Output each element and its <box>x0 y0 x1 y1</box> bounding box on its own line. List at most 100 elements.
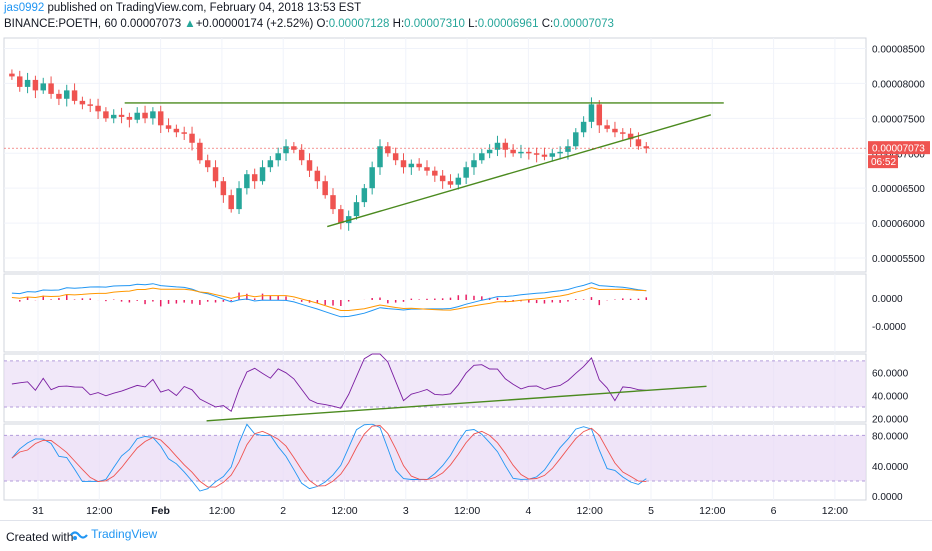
candle-body <box>518 151 524 154</box>
candle-body <box>447 181 454 185</box>
candle-body <box>134 112 140 120</box>
candle-body <box>173 128 180 133</box>
price-tick-label: 0.00008500 <box>872 44 925 55</box>
candle-body <box>338 209 344 224</box>
candle-body <box>573 132 579 147</box>
candle-body <box>110 114 117 119</box>
candle-body <box>236 188 242 210</box>
candle-body <box>298 149 305 161</box>
candle-body <box>345 216 352 224</box>
candle-body <box>95 105 101 112</box>
candle-body <box>322 181 328 196</box>
stoch-d-line <box>11 425 647 488</box>
candle-body <box>557 151 563 154</box>
candle-body <box>635 139 642 147</box>
candle-body <box>79 100 86 105</box>
created-with-text: Created with <box>6 530 74 544</box>
x-tick-label: 12:00 <box>454 505 480 517</box>
x-tick-label: 12:00 <box>331 505 357 517</box>
last-price: 0.00007073 <box>120 18 182 30</box>
candle-body <box>588 104 595 122</box>
macd-tick-label: -0.0000 <box>872 322 906 333</box>
candle-body <box>63 90 70 99</box>
close-label: C: <box>541 18 554 30</box>
macd-signal-line <box>11 287 647 311</box>
price-change: +0.00000174 (+2.52%) <box>195 18 314 30</box>
x-tick-label: Feb <box>151 505 170 517</box>
candle-body <box>424 167 430 171</box>
change-arrow-icon: ▲ <box>184 18 196 30</box>
chart-area[interactable]: 31 12:00 Feb 12:00 2 12:00 3 12:00 4 12:00 5 12:00 6… <box>0 34 932 520</box>
rsi-tick-label: 40.0000 <box>872 391 909 402</box>
candle-body <box>486 149 493 154</box>
candle-body <box>204 160 211 168</box>
candle-body <box>533 153 540 155</box>
open-value: 0.00007128 <box>328 18 390 30</box>
candle-body <box>416 163 422 168</box>
candle-body <box>455 177 462 185</box>
low-value: 0.00006961 <box>477 18 539 30</box>
candle-body <box>565 146 571 152</box>
candle-body <box>220 181 227 196</box>
candle-body <box>56 93 62 99</box>
candle-body <box>32 79 39 91</box>
candle-body <box>142 112 148 119</box>
low-label: L: <box>468 18 478 30</box>
candle-body <box>377 146 383 168</box>
x-tick-label: 12:00 <box>699 505 725 517</box>
author-link[interactable]: jas0992 <box>4 2 45 14</box>
price-tick-label: 0.00005500 <box>872 254 925 265</box>
candle-body <box>479 153 485 161</box>
high-value: 0.00007310 <box>404 18 465 30</box>
candle-body <box>24 79 31 87</box>
x-tick-label: 2 <box>280 505 286 517</box>
rsi-trendline <box>206 385 707 422</box>
published-text: published on TradingView.com, February 0… <box>44 2 362 14</box>
candle-body <box>103 111 109 119</box>
x-tick-label: 12:00 <box>209 505 235 517</box>
candle-body <box>157 111 164 126</box>
candle-body <box>189 133 195 143</box>
candle-body <box>251 174 258 182</box>
candle-body <box>580 121 587 133</box>
macd-tick-label: 0.0000 <box>872 294 903 305</box>
rsi-tick-label: 60.0000 <box>872 368 909 379</box>
rsi-tick-label: 20.0000 <box>872 415 909 426</box>
candle-body <box>502 142 509 150</box>
x-tick-label: 12:00 <box>577 505 603 517</box>
x-tick-label: 3 <box>403 505 409 517</box>
countdown-label: 06:52 <box>871 157 896 168</box>
candle-body <box>87 104 93 106</box>
candle-body <box>165 125 172 129</box>
candle-body <box>549 153 556 157</box>
price-tick-label: 0.00006500 <box>872 184 925 195</box>
candle-body <box>212 167 219 182</box>
trendline-support <box>327 114 712 228</box>
footer: Created with TradingView <box>0 520 932 551</box>
price-tick-label: 0.00008000 <box>872 79 925 90</box>
x-tick-label: 31 <box>32 505 44 517</box>
candle-body <box>400 160 407 168</box>
countdown-box <box>868 155 898 169</box>
brand-label: TradingView <box>91 527 158 541</box>
candle-body <box>620 132 626 134</box>
rsi-band <box>4 360 866 408</box>
symbol-label[interactable]: BINANCE:POETH, 60 <box>4 18 118 30</box>
tradingview-brand[interactable]: TradingView <box>70 527 157 541</box>
tradingview-logo-icon <box>70 531 88 540</box>
candle-body <box>471 160 477 168</box>
macd-line <box>11 282 647 318</box>
stoch-band <box>4 435 866 481</box>
candle-body <box>244 174 250 189</box>
candle-body <box>385 146 391 154</box>
candle-body <box>197 142 203 161</box>
candle-body <box>408 163 415 168</box>
stoch-k-line <box>11 423 647 492</box>
macd-pane <box>3 273 867 353</box>
candle-body <box>494 142 501 150</box>
rsi-line <box>11 353 647 413</box>
candle-body <box>275 153 281 161</box>
candle-body <box>181 132 187 134</box>
high-label: H: <box>392 18 405 30</box>
candle-body <box>267 160 274 168</box>
